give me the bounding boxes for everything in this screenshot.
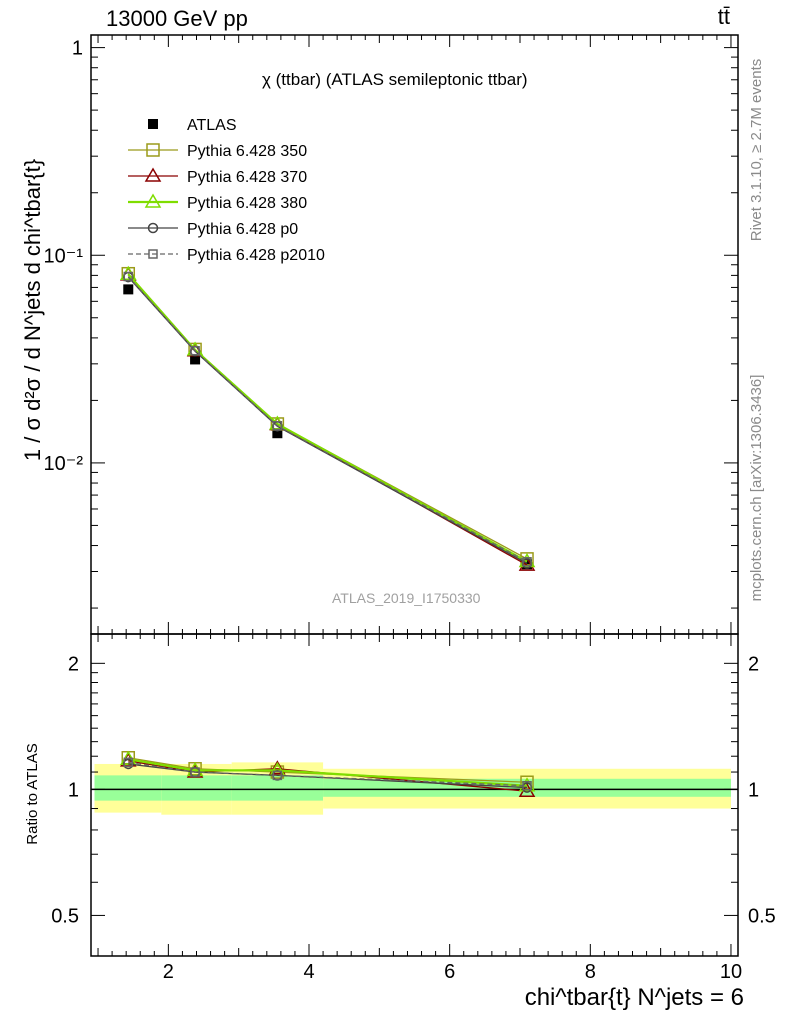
x-tick-label: 2: [163, 961, 174, 983]
legend-label: Pythia 6.428 350: [187, 143, 307, 160]
series-line: [127, 276, 528, 563]
x-tick-label: 4: [303, 961, 314, 983]
legend-label: Pythia 6.428 p2010: [187, 247, 325, 264]
legend-label: ATLAS: [187, 117, 237, 134]
ratio-series-line: [128, 758, 528, 787]
data-point: [190, 354, 201, 365]
legend-marker: [144, 193, 162, 208]
legend-marker: [144, 167, 162, 182]
ratio-data-point: [190, 767, 200, 777]
main-y-tick-label: 10⁻¹: [44, 245, 84, 267]
ratio-data-point: [522, 781, 532, 791]
legend-label: Pythia 6.428 380: [187, 195, 307, 212]
legend-marker: [148, 119, 158, 129]
ratio-band-green: [94, 775, 162, 801]
data-point: [190, 345, 200, 356]
x-tick-label: 10: [720, 961, 742, 983]
data-point: [123, 284, 134, 295]
ratio-data-point: [269, 760, 286, 775]
header-process: 13000 GeV pp: [106, 6, 248, 31]
ratio-y-tick-label: 2: [68, 653, 79, 675]
data-point: [272, 420, 283, 431]
ratio-series-line: [128, 761, 528, 787]
legend-marker: [147, 222, 159, 234]
series-line: [127, 274, 528, 566]
ratio-data-point: [272, 770, 283, 781]
ratio-y-tick-label: 1: [68, 779, 79, 801]
chart-title: χ (ttbar) (ATLAS semileptonic ttbar): [262, 70, 528, 89]
ratio-band-green: [161, 775, 232, 801]
series-line: [127, 273, 528, 560]
series-line: [127, 276, 528, 565]
main-y-tick-label: 10⁻²: [44, 453, 84, 475]
data-point: [272, 428, 283, 439]
legend-marker: [148, 249, 158, 259]
ratio-y-tick-label-right: 0.5: [748, 905, 776, 927]
x-tick-label: 6: [444, 961, 455, 983]
legend-marker: [146, 143, 160, 157]
main-y-tick-label: 1: [72, 38, 83, 60]
ratio-plot-frame: [90, 633, 739, 957]
ratio-data-point: [123, 757, 134, 768]
ratio-data-point: [520, 775, 534, 789]
data-point: [123, 271, 134, 282]
x-axis-title: chi^tbar{t} N^jets = 6: [524, 984, 744, 1011]
legend-label: Pythia 6.428 p0: [187, 221, 298, 238]
data-point: [522, 557, 532, 567]
header-final-state: tt̄: [717, 4, 730, 29]
legend-label: Pythia 6.428 370: [187, 169, 307, 186]
x-tick-label: 8: [585, 961, 596, 983]
ratio-y-tick-label-right: 2: [748, 653, 759, 675]
series-line: [127, 273, 528, 563]
analysis-watermark: ATLAS_2019_I1750330: [332, 590, 481, 606]
ratio-y-tick-label-right: 1: [748, 779, 759, 801]
ratio-y-tick-label: 0.5: [51, 905, 79, 927]
